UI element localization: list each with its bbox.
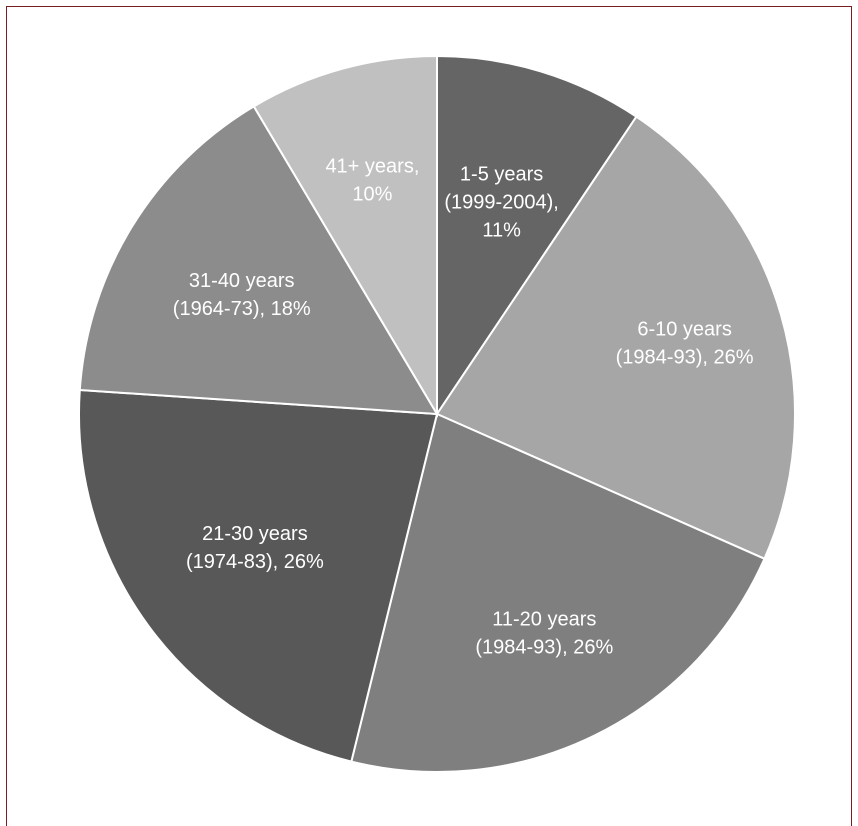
pie-slice-2 [435, 115, 796, 561]
slice-label-5: 31-40 years (1964-73), 18% [173, 270, 311, 320]
slice-label-line: (1964-73), 18% [173, 298, 311, 320]
slice-label-3: 11-20 years (1984-93), 26% [475, 609, 613, 659]
pie-slices [78, 54, 796, 773]
slice-label-line: 11-20 years [492, 609, 596, 631]
slice-label-line: 1-5 years [460, 164, 543, 186]
pie-slice-4 [78, 388, 439, 763]
slice-label-4: 21-30 years (1974-83), 26% [186, 523, 324, 573]
slice-label-2: 6-10 years (1984-93), 26% [616, 318, 754, 368]
pie-labels: 1-5 years (1999-2004), 11% 6-10 years (1984-… [173, 155, 754, 658]
slice-label-line: (1984-93), 26% [616, 346, 754, 368]
pie-slice-6 [252, 54, 438, 418]
pie-slice-1 [436, 54, 638, 418]
slice-label-6: 41+ years, 10% [325, 155, 419, 205]
slice-label-line: (1984-93), 26% [475, 637, 613, 659]
slice-label-line: 41+ years, [325, 155, 419, 177]
slice-label-line: (1974-83), 26% [186, 551, 324, 573]
pie-slice-3 [350, 412, 766, 773]
slice-label-line: (1999-2004), [444, 192, 559, 214]
slice-label-line: 6-10 years [637, 318, 732, 340]
slice-label-1: 1-5 years (1999-2004), 11% [444, 164, 559, 242]
slice-label-line: 11% [482, 220, 521, 242]
pie-slice-5 [78, 105, 439, 416]
slice-label-line: 31-40 years [189, 270, 295, 292]
slice-label-line: 10% [352, 183, 392, 205]
slice-label-line: 21-30 years [202, 523, 308, 545]
